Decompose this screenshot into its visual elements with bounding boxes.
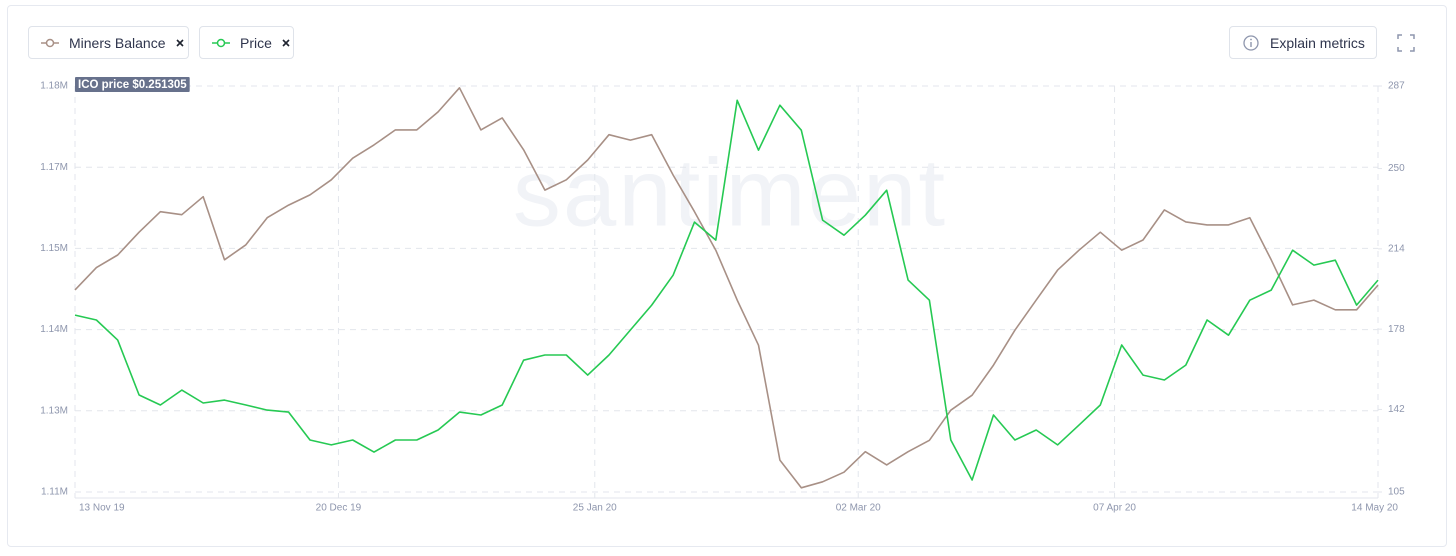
button-label: Explain metrics (1270, 34, 1365, 51)
legend-icon (41, 38, 59, 47)
info-icon (1243, 34, 1259, 51)
y-tick-label: 1.17M (40, 162, 68, 173)
series-line (74, 99, 1379, 481)
y-tick-label: 1.18M (40, 81, 68, 92)
x-tick-label: 13 Nov 19 (79, 503, 125, 514)
remove-icon[interactable] (175, 38, 185, 48)
x-tick-label: 25 Jan 20 (573, 503, 617, 514)
y-tick-label: 1.14M (40, 324, 68, 335)
x-tick-label: 07 Apr 20 (1093, 503, 1136, 514)
annotation-box (75, 77, 190, 92)
legend-swatch (45, 38, 55, 47)
watermark: santiment (513, 139, 947, 246)
y-tick-label: 1.11M (41, 487, 68, 498)
legend-swatch (216, 38, 226, 47)
legend-label: Miners Balance (69, 34, 166, 51)
fullscreen-icon[interactable] (1397, 34, 1415, 52)
chart-card (7, 5, 1447, 547)
annotation: ICO price $0.251305 (75, 77, 190, 92)
legend-item[interactable]: Miners Balance (28, 26, 189, 59)
legend-item[interactable]: Price (199, 26, 294, 59)
y2-tick-label: 142 (1388, 404, 1405, 415)
series-line (74, 87, 1379, 489)
y-tick-label: 1.13M (40, 405, 68, 416)
legend-label: Price (240, 34, 272, 51)
y2-tick-label: 105 (1388, 487, 1405, 498)
y2-tick-label: 178 (1388, 324, 1405, 335)
y2-tick-label: 250 (1388, 163, 1405, 174)
y2-tick-label: 287 (1388, 81, 1405, 92)
x-tick-label: 14 May 20 (1351, 503, 1398, 514)
y-tick-label: 1.15M (40, 243, 68, 254)
legend-icon (212, 38, 230, 47)
remove-icon[interactable] (281, 38, 291, 48)
x-tick-label: 20 Dec 19 (316, 503, 362, 514)
x-tick-label: 02 Mar 20 (836, 503, 881, 514)
annotation-text: ICO price $0.251305 (78, 79, 187, 91)
explain-button[interactable]: Explain metrics (1229, 26, 1377, 59)
y2-tick-label: 214 (1388, 243, 1405, 254)
